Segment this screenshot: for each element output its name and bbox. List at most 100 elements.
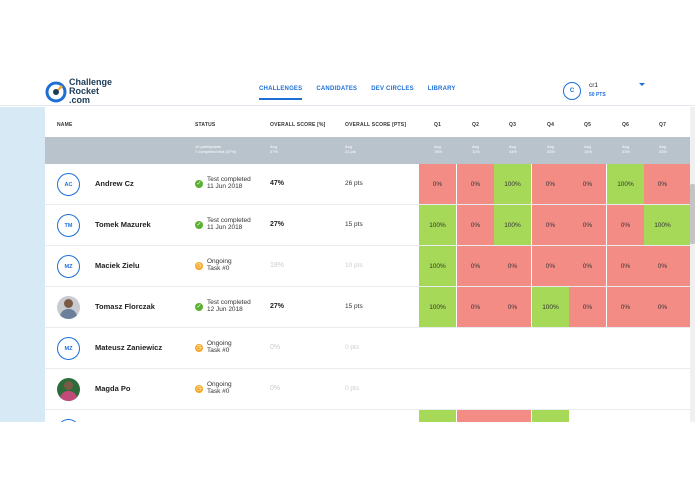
question-cell[interactable] [419, 410, 456, 422]
question-cell-q5[interactable]: 0% [569, 205, 606, 245]
avatar [57, 419, 80, 422]
question-cell-q1[interactable]: 100% [419, 246, 456, 286]
question-cell-q6[interactable]: 0% [607, 287, 644, 327]
status-text: Ongoing Task #0 [207, 340, 232, 354]
avg-q1: Avg 78% [434, 144, 443, 154]
header-score-pts[interactable]: OVERALL SCORE [PTS] [345, 122, 407, 128]
question-cell-q2[interactable]: 0% [457, 164, 494, 204]
user-name[interactable]: cr1 [589, 82, 599, 89]
overall-score-pct: 27% [270, 303, 285, 310]
candidate-name[interactable]: Andrew Cz [95, 179, 134, 188]
question-cell-q3[interactable]: 100% [494, 205, 531, 245]
chevron-down-icon[interactable] [639, 83, 645, 86]
challengerocket-logo[interactable]: Challenge Rocket .com [45, 77, 115, 105]
candidate-name[interactable]: Maciek Zielu [95, 261, 140, 270]
avg-score-pts: Avg 21 pts [345, 144, 356, 154]
table-row-partial[interactable] [45, 410, 690, 422]
question-cell-overflow[interactable] [681, 205, 690, 245]
top-navigation-bar: Challenge Rocket .com CHALLENGES CANDIDA… [0, 74, 695, 106]
question-cell-q4[interactable]: 100% [532, 287, 569, 327]
header-q4[interactable]: Q4 [547, 122, 555, 128]
header-q5[interactable]: Q5 [584, 122, 592, 128]
overall-score-pts: 0 pts [345, 344, 360, 351]
nav-dev-circles[interactable]: DEV CIRCLES [371, 86, 414, 92]
overall-score-pts: 0 pts [345, 385, 360, 392]
question-cell-q4[interactable]: 0% [532, 205, 569, 245]
avg-q6: Avg 33% [622, 144, 631, 154]
table-row[interactable]: 0% 0% 100% 0% 0% 100% 0% AC Andrew Cz ✓ Test compl… [45, 164, 690, 205]
table-row[interactable]: Magda Po ◷ Ongoing Task #0 0% 0 pts [45, 369, 690, 410]
overall-score-pct: 27% [270, 221, 285, 228]
avatar[interactable]: MZ [57, 255, 80, 278]
overall-score-pct: 0% [270, 385, 281, 392]
question-cell-q3[interactable]: 0% [494, 246, 531, 286]
avatar[interactable] [57, 296, 80, 319]
avg-q3: Avg 44% [509, 144, 518, 154]
table-row[interactable]: 100% 0% 100% 0% 0% 0% 100% TM Tomek Mazurek ✓ Test… [45, 205, 690, 246]
avg-q5: Avg 14% [584, 144, 593, 154]
question-cell-q6[interactable]: 0% [607, 205, 644, 245]
clock-icon: ◷ [195, 385, 203, 393]
candidate-name[interactable]: Mateusz Zaniewicz [95, 343, 163, 352]
candidate-name[interactable]: Tomasz Florczak [95, 302, 155, 311]
overall-score-pct: 0% [270, 344, 281, 351]
vertical-scrollbar[interactable] [690, 107, 695, 422]
question-cell-q4[interactable]: 0% [532, 246, 569, 286]
overall-score-pts: 10 pts [345, 262, 363, 269]
question-cell-q5[interactable]: 0% [569, 164, 606, 204]
overall-score-pct: 47% [270, 180, 285, 187]
question-cell-q6[interactable]: 100% [607, 164, 644, 204]
candidate-name[interactable]: Tomek Mazurek [95, 220, 151, 229]
main-nav: CHALLENGES CANDIDATES DEV CIRCLES LIBRAR… [259, 86, 456, 100]
avg-status: 10 participants 7 completed test (37%) [195, 144, 237, 154]
avatar[interactable] [57, 378, 80, 401]
question-cell-overflow[interactable] [681, 287, 690, 327]
table-row[interactable]: MZ Mateusz Zaniewicz ◷ Ongoing Task #0 0% 0 p… [45, 328, 690, 369]
question-cell-q7[interactable]: 0% [644, 287, 681, 327]
question-cell-q3[interactable]: 0% [494, 287, 531, 327]
question-cell-q7[interactable]: 0% [644, 164, 681, 204]
header-q3[interactable]: Q3 [509, 122, 517, 128]
question-cell-q2[interactable]: 0% [457, 246, 494, 286]
nav-candidates[interactable]: CANDIDATES [316, 86, 358, 92]
avatar[interactable]: MZ [57, 337, 80, 360]
header-q1[interactable]: Q1 [434, 122, 442, 128]
clock-icon: ◷ [195, 262, 203, 270]
scrollbar-thumb[interactable] [690, 184, 695, 244]
question-cell-q2[interactable]: 0% [457, 287, 494, 327]
user-avatar[interactable]: C [563, 82, 581, 100]
candidate-name[interactable]: Magda Po [95, 384, 131, 393]
question-cell-q7[interactable]: 100% [644, 205, 681, 245]
question-cell[interactable] [457, 410, 494, 422]
question-cell[interactable] [532, 410, 569, 422]
question-cell[interactable] [494, 410, 531, 422]
question-cell-q2[interactable]: 0% [457, 205, 494, 245]
avatar[interactable]: AC [57, 173, 80, 196]
overall-score-pts: 26 pts [345, 180, 363, 187]
header-score-pct[interactable]: OVERALL SCORE [%] [270, 122, 326, 128]
question-cell-q5[interactable]: 0% [569, 246, 606, 286]
avg-q2: Avg 11% [472, 144, 480, 154]
header-name[interactable]: NAME [57, 122, 73, 128]
averages-row: 10 participants 7 completed test (37%) A… [45, 137, 690, 164]
question-cell-q7[interactable]: 0% [644, 246, 681, 286]
header-q2[interactable]: Q2 [472, 122, 480, 128]
nav-library[interactable]: LIBRARY [427, 86, 456, 92]
avatar[interactable]: TM [57, 214, 80, 237]
header-q7[interactable]: Q7 [659, 122, 667, 128]
question-cell-q4[interactable]: 0% [532, 164, 569, 204]
header-q6[interactable]: Q6 [622, 122, 630, 128]
table-row[interactable]: 100% 0% 0% 100% 0% 0% 0% Tomasz Florczak ✓ Test c… [45, 287, 690, 328]
question-cell-q6[interactable]: 0% [607, 246, 644, 286]
question-cell-q1[interactable]: 100% [419, 205, 456, 245]
avg-score-pct: Avg 37% [270, 144, 279, 154]
nav-challenges[interactable]: CHALLENGES [259, 86, 303, 100]
question-cell-q1[interactable]: 0% [419, 164, 456, 204]
question-cell-overflow[interactable] [681, 246, 690, 286]
question-cell-q3[interactable]: 100% [494, 164, 531, 204]
question-cell-overflow[interactable] [681, 164, 690, 204]
question-cell-q5[interactable]: 0% [569, 287, 606, 327]
table-row[interactable]: 100% 0% 0% 0% 0% 0% 0% MZ Maciek Zielu ◷ Ongoing T… [45, 246, 690, 287]
question-cell-q1[interactable]: 100% [419, 287, 456, 327]
header-status[interactable]: STATUS [195, 122, 216, 128]
